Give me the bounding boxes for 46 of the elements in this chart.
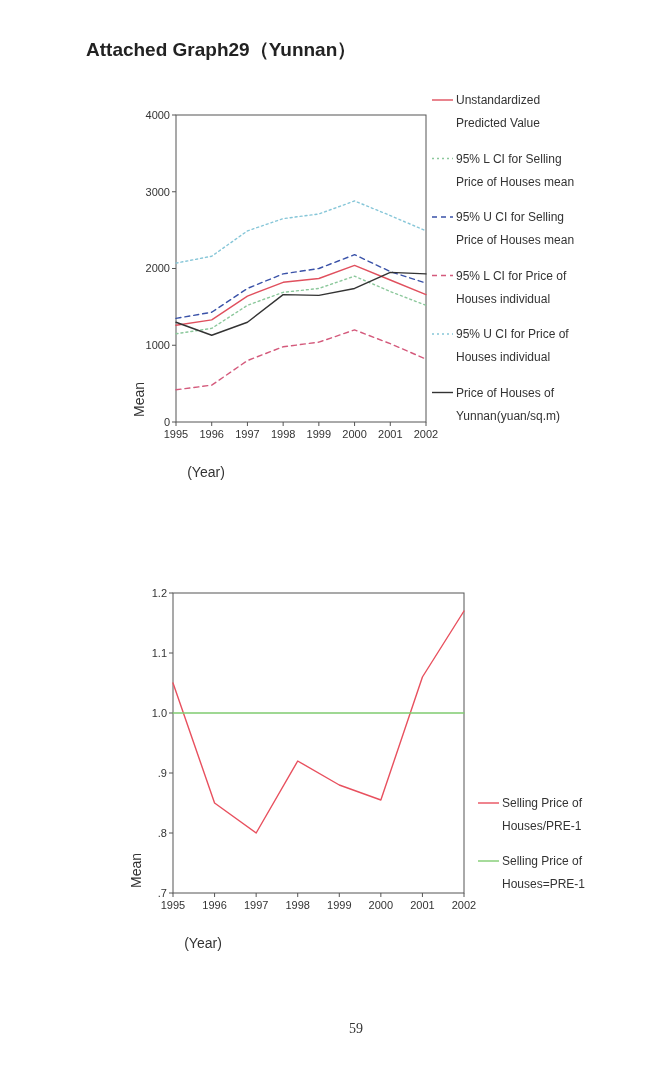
y-tick-label: 1000 <box>145 339 170 352</box>
x-axis-title: (Year) <box>184 935 222 951</box>
line-series <box>172 610 465 834</box>
line-series <box>175 329 427 391</box>
legend-label: 95% L CI for Selling Price of Houses mean <box>456 151 575 189</box>
y-tick-label: .9 <box>157 766 167 779</box>
x-tick-label: 2001 <box>410 899 435 911</box>
y-tick-label: 0 <box>163 415 170 428</box>
y-tick-label: 4000 <box>145 108 170 121</box>
y-tick-label: .7 <box>157 886 167 899</box>
x-tick-label: 2002 <box>451 899 477 911</box>
x-tick-label: 1999 <box>306 428 332 440</box>
legend-label: 95% U CI for Price of Houses individual <box>456 327 570 364</box>
legend-label: 95% U CI for Selling Price of Houses mean <box>456 210 575 247</box>
x-tick-label: 1997 <box>243 899 269 911</box>
line-series <box>175 253 427 320</box>
y-tick-label: .8 <box>157 826 167 839</box>
x-tick-label: 1996 <box>199 428 224 440</box>
x-tick-label: 1995 <box>163 428 189 440</box>
y-tick-label: 1.1 <box>151 646 167 659</box>
text: 59 <box>349 1021 363 1036</box>
y-tick-label: 1.2 <box>151 586 167 599</box>
x-tick-label: 1995 <box>160 899 186 911</box>
line-series <box>175 200 427 264</box>
line-series <box>175 264 427 326</box>
legend-label: Price of Houses of Yunnan(yuan/sq.m) <box>456 385 561 423</box>
x-tick-label: 2002 <box>413 428 439 440</box>
y-tick-label: 2000 <box>145 262 170 275</box>
x-axis-title: (Year) <box>187 464 225 480</box>
y-tick-label: 3000 <box>145 185 170 198</box>
x-tick-label: 2001 <box>378 428 403 440</box>
y-tick-label: 1.0 <box>151 706 167 719</box>
x-tick-label: 2000 <box>342 428 367 440</box>
x-tick-label: 1998 <box>270 428 296 440</box>
y-axis-title: Mean <box>131 381 147 417</box>
legend-label: Unstandardized Predicted Value <box>456 93 541 130</box>
x-tick-label: 2000 <box>368 899 394 911</box>
legend-label: Selling Price of Houses=PRE-1 <box>502 854 586 891</box>
legend-label: Selling Price of Houses/PRE-1 <box>502 796 583 833</box>
chart-title: Attached Graph29（Yunnan） <box>86 39 357 60</box>
y-axis-title: Mean <box>128 852 144 888</box>
x-tick-label: 1999 <box>327 899 352 911</box>
x-tick-label: 1998 <box>285 899 310 911</box>
legend-label: 95% L CI for Price of Houses individual <box>456 268 567 306</box>
x-tick-label: 1997 <box>235 428 260 440</box>
x-tick-label: 1996 <box>202 899 227 911</box>
